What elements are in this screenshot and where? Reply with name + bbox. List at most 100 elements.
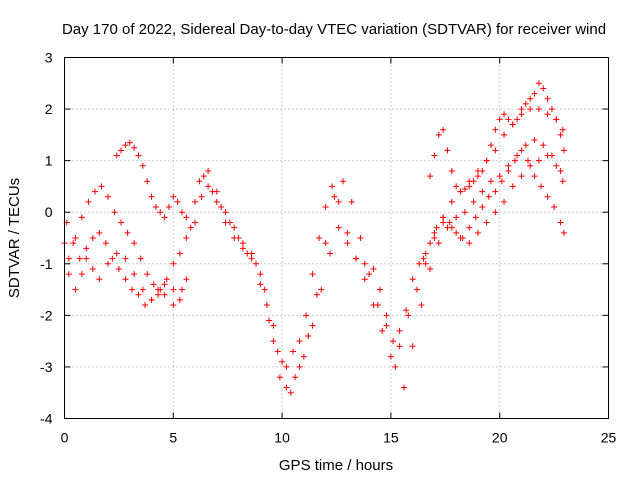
data-point [379, 327, 386, 334]
data-point [126, 139, 133, 146]
data-point [496, 173, 503, 180]
data-point [89, 235, 96, 241]
data-point [383, 322, 390, 329]
data-point [183, 276, 190, 283]
data-point [548, 152, 555, 159]
data-point [118, 219, 125, 226]
data-point [559, 126, 566, 133]
chart-title: Day 170 of 2022, Sidereal Day-to-day VTE… [62, 21, 606, 38]
data-point [470, 198, 477, 205]
series-track-5 [427, 80, 567, 195]
data-point [518, 147, 525, 154]
data-point [170, 302, 177, 309]
data-point [76, 255, 83, 262]
data-point [326, 250, 333, 257]
tick-labels: 0 5 10 15 20 25 -4 -3 -2 -1 0 1 2 3 [40, 50, 616, 446]
data-point [72, 286, 79, 293]
data-point [340, 178, 347, 185]
data-point [518, 173, 525, 180]
data-point [266, 317, 273, 324]
data-point [453, 214, 460, 221]
data-point [357, 235, 364, 241]
data-point [170, 193, 177, 200]
data-point [183, 214, 190, 221]
data-point [198, 193, 205, 200]
data-point [383, 312, 390, 319]
data-point [418, 302, 425, 309]
data-point [161, 291, 168, 298]
data-point [400, 384, 407, 391]
data-point [316, 235, 323, 241]
data-point [102, 240, 109, 247]
data-point [109, 255, 116, 262]
data-point [518, 111, 525, 118]
data-point [448, 167, 455, 174]
data-point [152, 204, 159, 211]
data-point [83, 245, 90, 252]
plot-frame [64, 57, 609, 419]
data-point [461, 209, 468, 216]
data-point [65, 271, 72, 278]
data-point [78, 214, 85, 221]
data-point [322, 240, 329, 247]
data-point [505, 167, 512, 174]
data-point [231, 224, 238, 231]
data-point [405, 312, 412, 319]
data-point [479, 204, 486, 211]
data-point [196, 178, 203, 185]
data-point [244, 250, 251, 257]
data-point [205, 183, 212, 190]
data-point [527, 95, 534, 102]
data-point [409, 276, 416, 283]
data-point [344, 229, 351, 236]
data-point [335, 224, 342, 231]
data-point [392, 363, 399, 370]
data-point [270, 338, 277, 345]
data-point [283, 384, 290, 391]
data-point [453, 229, 460, 236]
data-point [435, 240, 442, 247]
data-point [296, 338, 303, 345]
data-point [161, 214, 168, 221]
data-point [531, 173, 538, 180]
data-point [235, 235, 242, 241]
data-point [142, 302, 149, 309]
data-point [331, 193, 338, 200]
data-point [83, 255, 90, 262]
data-point [135, 291, 142, 298]
data-point [422, 260, 429, 267]
data-point [65, 255, 72, 262]
data-point [187, 224, 194, 231]
data-point [287, 389, 294, 396]
data-point [492, 147, 499, 154]
data-point [527, 162, 534, 169]
data-point [440, 219, 447, 226]
data-point [213, 198, 220, 205]
data-point [505, 162, 512, 169]
data-point [131, 144, 138, 151]
data-point [131, 240, 138, 247]
data-point [96, 276, 103, 283]
data-point [157, 286, 164, 293]
y-axis-label: SDTVAR / TECUs [6, 178, 23, 298]
data-point [535, 157, 542, 164]
data-point [200, 173, 207, 180]
data-point [179, 286, 186, 293]
data-point [416, 260, 423, 267]
data-point [157, 209, 164, 216]
data-point [276, 374, 283, 381]
data-point [544, 111, 551, 118]
series-track-1 [61, 106, 566, 381]
data-point [492, 126, 499, 133]
data-point [560, 147, 567, 154]
data-point [518, 106, 525, 113]
data-point [144, 271, 151, 278]
data-point [531, 137, 538, 144]
series-track-3 [65, 137, 564, 396]
data-point [466, 240, 473, 247]
data-point [205, 167, 212, 174]
data-point [535, 106, 542, 113]
data-point [540, 142, 547, 149]
y-tick-label: 1 [45, 153, 53, 169]
data-point [176, 296, 183, 303]
